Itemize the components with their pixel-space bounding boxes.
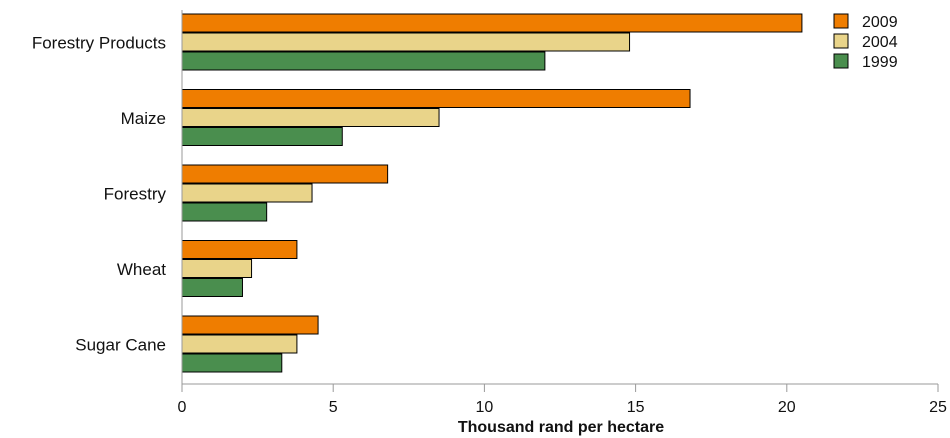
bar-wheat-2004 bbox=[181, 259, 253, 278]
bar-forestry-products-2004 bbox=[181, 32, 631, 52]
legend: 2009 2004 1999 bbox=[833, 13, 898, 71]
bars-group bbox=[181, 13, 803, 373]
bar-forestry-2004 bbox=[181, 183, 313, 203]
category-label: Sugar Cane bbox=[75, 336, 166, 355]
bar-forestry-1999 bbox=[181, 202, 268, 222]
legend-swatch-2009 bbox=[833, 13, 849, 29]
category-label: Wheat bbox=[117, 260, 166, 279]
bar-forestry-2009 bbox=[181, 164, 389, 184]
category-label: Maize bbox=[121, 109, 166, 128]
bar-wheat-2009 bbox=[181, 240, 298, 259]
legend-label-2009: 2009 bbox=[862, 14, 898, 31]
legend-swatch-2004 bbox=[833, 33, 849, 49]
legend-label-2004: 2004 bbox=[862, 34, 898, 51]
bar-maize-1999 bbox=[181, 127, 343, 146]
category-labels: Forestry Products Maize Forestry Wheat Sugar… bbox=[32, 34, 167, 355]
bar-forestry-products-1999 bbox=[181, 51, 546, 71]
bar-maize-2004 bbox=[181, 108, 440, 127]
x-tick-label: 5 bbox=[329, 399, 338, 416]
x-tick-label: 10 bbox=[476, 399, 494, 416]
x-tick-label: 20 bbox=[778, 399, 796, 416]
legend-swatch-1999 bbox=[833, 53, 849, 69]
legend-label-1999: 1999 bbox=[862, 54, 898, 71]
x-axis-ticks: 0 5 10 15 20 25 bbox=[178, 384, 947, 416]
bar-forestry-products-2009 bbox=[181, 13, 803, 33]
bar-sugar-cane-2009 bbox=[181, 315, 319, 335]
bar-sugar-cane-2004 bbox=[181, 334, 298, 354]
bar-wheat-1999 bbox=[181, 278, 243, 297]
category-label: Forestry bbox=[104, 185, 167, 204]
x-axis-title: Thousand rand per hectare bbox=[458, 419, 664, 436]
bar-sugar-cane-1999 bbox=[181, 353, 283, 373]
category-label: Forestry Products bbox=[32, 34, 166, 53]
bar-maize-2009 bbox=[181, 89, 691, 108]
x-tick-label: 15 bbox=[627, 399, 645, 416]
x-tick-label: 25 bbox=[929, 399, 947, 416]
x-tick-label: 0 bbox=[178, 399, 187, 416]
